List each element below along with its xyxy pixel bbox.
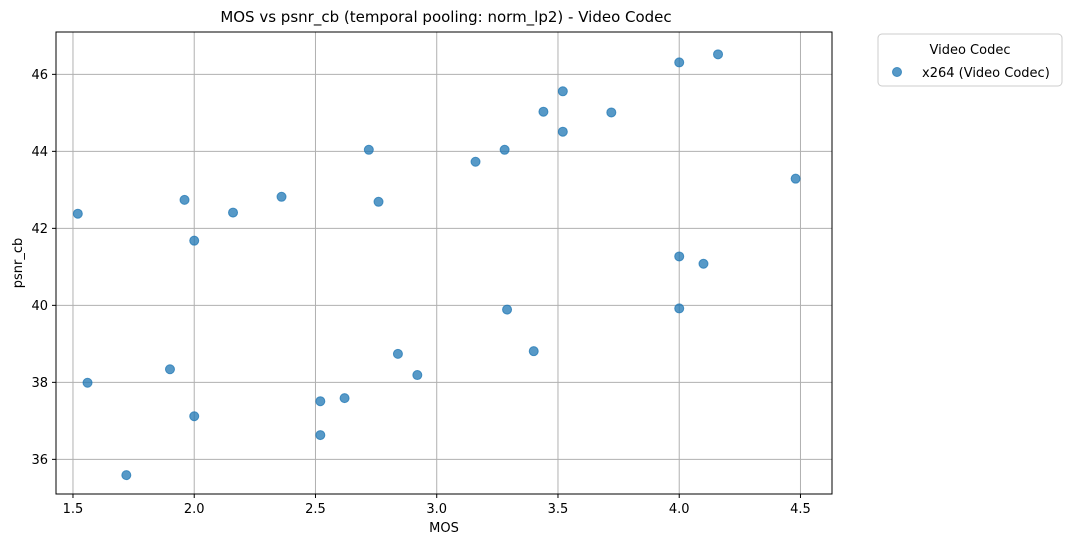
x-tick-label: 3.0: [426, 502, 447, 517]
x-tick-label: 1.5: [63, 502, 84, 517]
data-point: [228, 207, 239, 218]
data-point: [315, 430, 326, 441]
data-point: [373, 196, 384, 207]
data-point: [363, 144, 374, 155]
grid-lines: [56, 32, 832, 494]
data-point: [412, 370, 423, 381]
y-tick-label: 46: [31, 68, 48, 83]
data-point: [189, 411, 200, 422]
x-tick-label: 2.0: [184, 502, 205, 517]
legend-box: [877, 33, 1063, 87]
data-points: [72, 49, 801, 481]
data-point: [674, 303, 685, 314]
data-point: [121, 470, 132, 481]
data-point: [392, 348, 403, 359]
y-axis-label: psnr_cb: [11, 238, 26, 289]
data-point: [528, 346, 539, 357]
legend-marker: [892, 67, 902, 77]
data-point: [276, 191, 287, 202]
data-point: [674, 251, 685, 262]
legend-title: Video Codec: [930, 43, 1011, 58]
data-point: [502, 304, 513, 315]
y-tick-label: 36: [31, 453, 48, 468]
data-point: [790, 173, 801, 184]
chart-title: MOS vs psnr_cb (temporal pooling: norm_l…: [220, 8, 671, 27]
x-tick-label: 4.5: [790, 502, 811, 517]
data-point: [189, 235, 200, 246]
legend: Video Codec x264 (Video Codec): [877, 33, 1063, 87]
data-point: [72, 208, 83, 219]
data-point: [674, 57, 685, 68]
data-point: [713, 49, 724, 60]
data-point: [538, 106, 549, 117]
data-point: [698, 258, 709, 269]
axis-ticks: 1.5 2.0 2.5 3.0 3.5 4.0 4.5 36 38 40 42 44 46: [31, 68, 810, 517]
data-point: [606, 107, 617, 118]
data-point: [499, 144, 510, 155]
data-point: [315, 396, 326, 407]
x-tick-label: 3.5: [548, 502, 569, 517]
data-point: [82, 377, 93, 388]
data-point: [164, 364, 175, 375]
data-point: [179, 194, 190, 205]
data-point: [557, 86, 568, 97]
y-tick-label: 42: [31, 222, 48, 237]
data-point: [470, 156, 481, 167]
x-tick-label: 4.0: [669, 502, 690, 517]
legend-series-label: x264 (Video Codec): [922, 66, 1050, 81]
data-point: [557, 126, 568, 137]
y-tick-label: 44: [31, 145, 48, 160]
plot-frame: [55, 31, 833, 495]
y-tick-label: 40: [31, 299, 48, 314]
x-tick-label: 2.5: [305, 502, 326, 517]
y-tick-label: 38: [31, 376, 48, 391]
x-axis-label: MOS: [429, 521, 459, 536]
data-point: [339, 393, 350, 404]
